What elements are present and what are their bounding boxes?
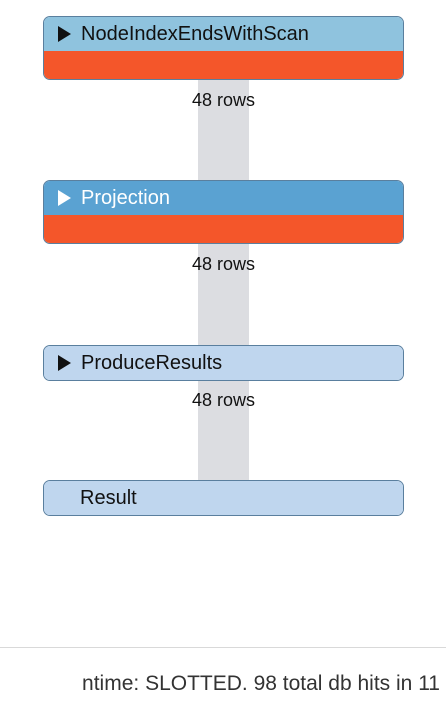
rows-label: 48 rows — [191, 254, 256, 274]
plan-connector — [198, 80, 249, 180]
play-triangle-icon[interactable] — [58, 190, 71, 206]
plan-operator-result[interactable]: Result — [43, 480, 404, 516]
cost-bar — [44, 215, 403, 243]
footer-divider — [0, 647, 446, 648]
cost-bar — [44, 51, 403, 79]
operator-label: ProduceResults — [81, 351, 223, 374]
plan-connector — [198, 243, 249, 345]
operator-label: NodeIndexEndsWithScan — [81, 22, 309, 45]
plan-summary-footer: ntime: SLOTTED. 98 total db hits in 11 — [82, 672, 440, 695]
rows-label: 48 rows — [191, 390, 256, 410]
operator-header[interactable]: Projection — [44, 181, 403, 215]
plan-connector — [198, 380, 249, 480]
play-triangle-icon[interactable] — [58, 26, 71, 42]
operator-header[interactable]: Result — [44, 481, 403, 515]
plan-operator-node-index-ends-with-scan[interactable]: NodeIndexEndsWithScan — [43, 16, 404, 80]
play-triangle-icon[interactable] — [58, 355, 71, 371]
operator-header[interactable]: NodeIndexEndsWithScan — [44, 17, 403, 51]
operator-header[interactable]: ProduceResults — [44, 346, 403, 380]
plan-operator-projection[interactable]: Projection — [43, 180, 404, 244]
operator-label: Projection — [81, 186, 170, 209]
rows-label: 48 rows — [191, 90, 256, 110]
plan-operator-produce-results[interactable]: ProduceResults — [43, 345, 404, 381]
operator-label: Result — [80, 486, 137, 509]
